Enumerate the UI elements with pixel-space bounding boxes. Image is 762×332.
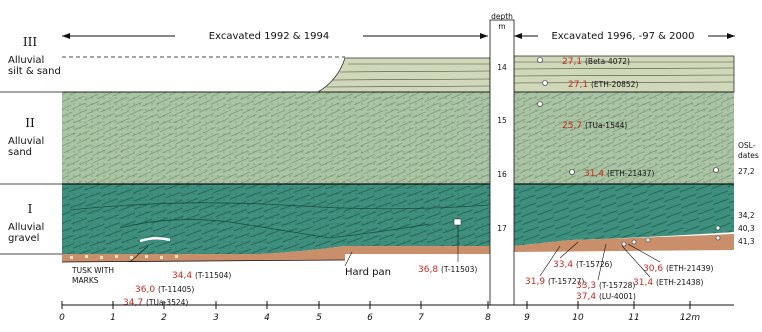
excavation-header: Excavated 1992 & 1994 Excavated 1996, -9… xyxy=(62,27,735,43)
date-lab: (TUa-1544) xyxy=(585,121,627,130)
x-axis: 0 1 2 3 4 5 6 7 8 9 10 11 12m xyxy=(59,301,734,323)
x-tick-label: 1 xyxy=(110,313,116,323)
date-lab: (T-11503) xyxy=(441,265,477,274)
dates-right: 27,1 (Beta-4072) 27,1 (ETH-20852) 25,7 (… xyxy=(537,57,654,179)
osl-date: 41,3 xyxy=(738,237,755,246)
x-tick-label: 7 xyxy=(418,313,424,323)
osl-label: OSL-dates xyxy=(738,141,759,160)
date-value: 25,7 xyxy=(562,121,582,131)
tusk-label: TUSK WITH MARKS xyxy=(71,266,114,285)
date-value: 27,1 xyxy=(562,57,582,67)
unit-labels: III Alluvial silt & sand II Alluvial sand … xyxy=(0,35,62,255)
unit-2-name: Alluvial sand xyxy=(8,136,44,158)
date-value: 37,4 xyxy=(576,292,596,302)
date-lab: (TUa-3524) xyxy=(146,298,188,307)
date-value: 34,4 xyxy=(172,271,192,281)
unit-3-roman: III xyxy=(23,35,37,49)
unit-1-roman: I xyxy=(28,202,33,216)
date-value: 33,3 xyxy=(576,281,596,291)
depth-label: depth xyxy=(491,12,513,21)
bottom-labels-left: TUSK WITH MARKS 36,0 (T-11405) 34,4 (T-11… xyxy=(71,218,477,308)
date-value: 36,0 xyxy=(135,285,155,295)
unit-3-name: Alluvial silt & sand xyxy=(8,55,61,77)
date-lab: (ETH-21438) xyxy=(656,278,703,287)
date-value: 27,1 xyxy=(568,80,588,90)
depth-tick-14: 14 xyxy=(497,63,507,72)
depth-tick-15: 15 xyxy=(497,116,507,125)
date-lab: (Beta-4072) xyxy=(585,57,630,66)
date-value: 31,4 xyxy=(584,169,604,179)
tusk-shape xyxy=(139,237,171,243)
bottom-labels-right: 33,4 (T-15726) 31,9 (T-15727) 33,3 (T-15… xyxy=(525,237,713,302)
date-lab: (T-11504) xyxy=(195,271,231,280)
osl-date: 34,2 xyxy=(738,211,755,220)
unit-1-name: Alluvial gravel xyxy=(8,222,44,244)
date-value: 30,6 xyxy=(643,264,663,274)
x-tick-label: 10 xyxy=(572,313,584,323)
osl-date: 27,2 xyxy=(738,167,755,176)
excavation-label-right: Excavated 1996, -97 & 2000 xyxy=(551,31,694,42)
x-tick-label: 3 xyxy=(213,313,219,323)
date-lab: (T-15728) xyxy=(599,281,635,290)
x-tick-label: 11 xyxy=(628,313,639,323)
date-lab: (LU-4001) xyxy=(599,292,636,301)
date-lab: (T-15727) xyxy=(548,277,584,286)
excavation-label-left: Excavated 1992 & 1994 xyxy=(209,31,329,42)
date-lab: (ETH-21437) xyxy=(607,169,654,178)
x-tick-label: 5 xyxy=(316,313,322,323)
unit-2-layer xyxy=(62,91,734,184)
date-value: 34,7 xyxy=(123,298,143,308)
depth-scale: depth m 14 15 16 17 xyxy=(489,12,515,306)
osl-date: 40,3 xyxy=(738,224,755,233)
depth-tick-16: 16 xyxy=(497,170,507,179)
unit-2-roman: II xyxy=(25,116,35,130)
depth-tick-17: 17 xyxy=(497,224,507,233)
x-tick-label: 4 xyxy=(264,313,270,323)
hardpan-label: Hard pan xyxy=(345,267,391,278)
date-value: 31,4 xyxy=(633,278,653,288)
date-lab: (ETH-21439) xyxy=(666,264,713,273)
osl-column: OSL-dates 27,2 34,2 40,3 41,3 xyxy=(713,141,759,246)
x-tick-label: 2 xyxy=(161,313,167,323)
date-lab: (T-11405) xyxy=(158,285,194,294)
date-lab: (T-15726) xyxy=(576,260,612,269)
date-value: 33,4 xyxy=(553,260,573,270)
x-tick-label: 12m xyxy=(680,313,700,323)
date-value: 36,8 xyxy=(418,265,438,275)
x-tick-label: 8 xyxy=(485,313,491,323)
unit-1-layer xyxy=(62,183,734,254)
x-tick-label: 6 xyxy=(367,313,373,323)
x-tick-label: 9 xyxy=(524,313,530,323)
date-value: 31,9 xyxy=(525,277,545,287)
depth-unit: m xyxy=(498,22,505,31)
date-lab: (ETH-20852) xyxy=(591,80,638,89)
x-tick-label: 0 xyxy=(59,313,65,323)
